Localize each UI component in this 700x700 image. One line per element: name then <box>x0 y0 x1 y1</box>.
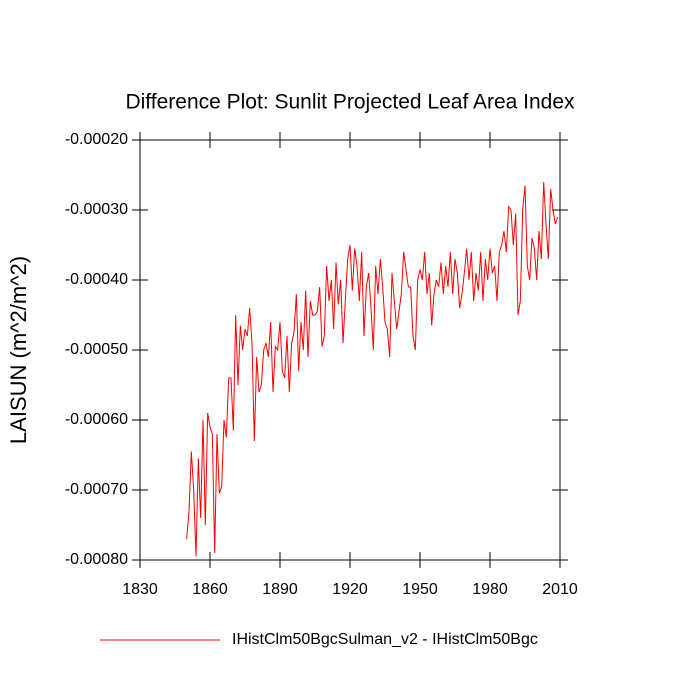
data-line <box>186 181 559 557</box>
y-tick-label: -0.00020 <box>65 131 128 148</box>
x-tick-label: 2010 <box>542 581 578 598</box>
y-tick-label: -0.00070 <box>65 481 128 498</box>
x-tick-label: 1890 <box>262 581 298 598</box>
x-tick-label: 1860 <box>192 581 228 598</box>
x-tick-label: 1830 <box>122 581 158 598</box>
y-tick-label: -0.00060 <box>65 411 128 428</box>
x-tick-label: 1950 <box>402 581 438 598</box>
x-tick-label: 1980 <box>472 581 508 598</box>
y-tick-label: -0.00080 <box>65 551 128 568</box>
y-tick-label: -0.00040 <box>65 271 128 288</box>
legend-label: IHistClm50BgcSulman_v2 - IHistClm50Bgc <box>232 631 538 648</box>
y-axis-label: LAISUN (m^2/m^2) <box>6 256 31 444</box>
y-tick-label: -0.00030 <box>65 201 128 218</box>
y-tick-label: -0.00050 <box>65 341 128 358</box>
x-tick-label: 1920 <box>332 581 368 598</box>
plot-frame <box>139 139 561 561</box>
chart-title: Difference Plot: Sunlit Projected Leaf A… <box>125 91 575 114</box>
